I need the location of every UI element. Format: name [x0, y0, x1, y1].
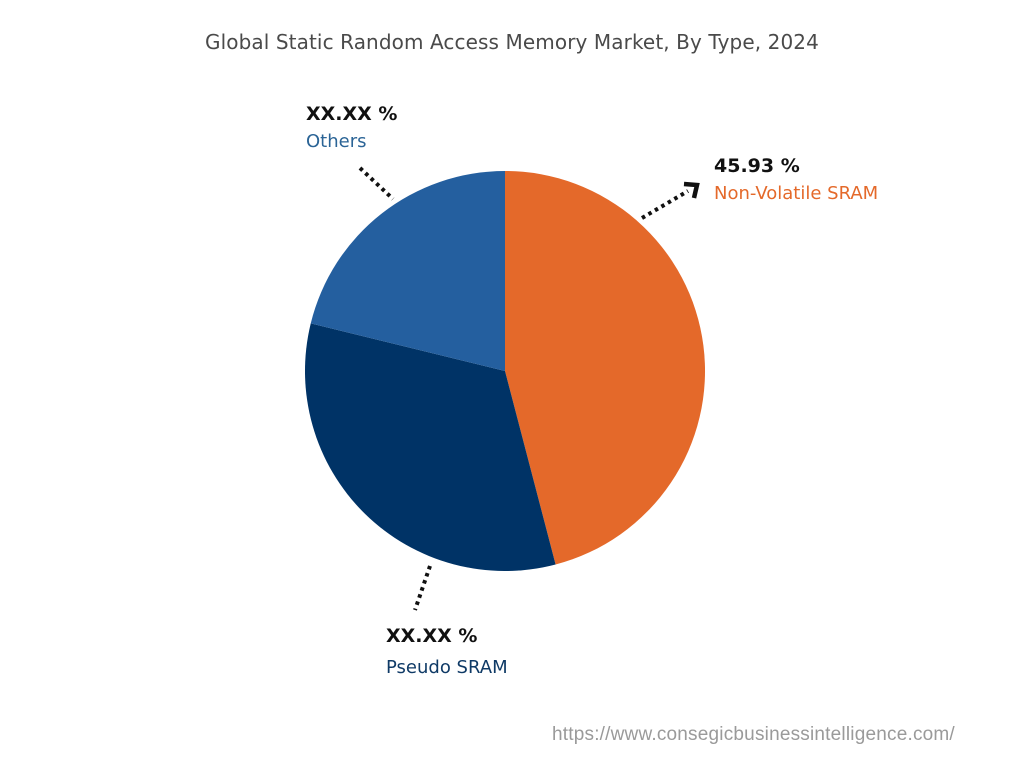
label-others-pct: XX.XX %: [306, 103, 398, 125]
callout-line-others: [358, 166, 395, 201]
callout-line-nv: [640, 189, 690, 220]
pie-slice-others: [310, 171, 505, 371]
chart-title: Global Static Random Access Memory Marke…: [205, 30, 819, 54]
label-pseudo-pct: XX.XX %: [386, 625, 478, 647]
pie-slice-non-volatile-sram: [505, 171, 706, 565]
arrow-head-icon: [683, 181, 700, 199]
label-non-volatile: 45.93 % Non-Volatile SRAM: [714, 155, 878, 205]
label-pseudo: XX.XX % Pseudo SRAM: [386, 625, 508, 679]
pie-slices: [304, 171, 706, 572]
callout-lines: [358, 166, 690, 611]
pie-slice-pseudo-sram: [304, 323, 556, 572]
label-others: XX.XX % Others: [306, 103, 397, 153]
label-others-name: Others: [306, 130, 367, 152]
label-nv-name: Non-Volatile SRAM: [714, 182, 879, 204]
callout-line-pseudo: [413, 565, 432, 611]
label-pseudo-name: Pseudo SRAM: [386, 656, 508, 678]
label-nv-pct: 45.93 %: [714, 155, 800, 177]
source-url: https://www.consegicbusinessintelligence…: [552, 724, 955, 745]
